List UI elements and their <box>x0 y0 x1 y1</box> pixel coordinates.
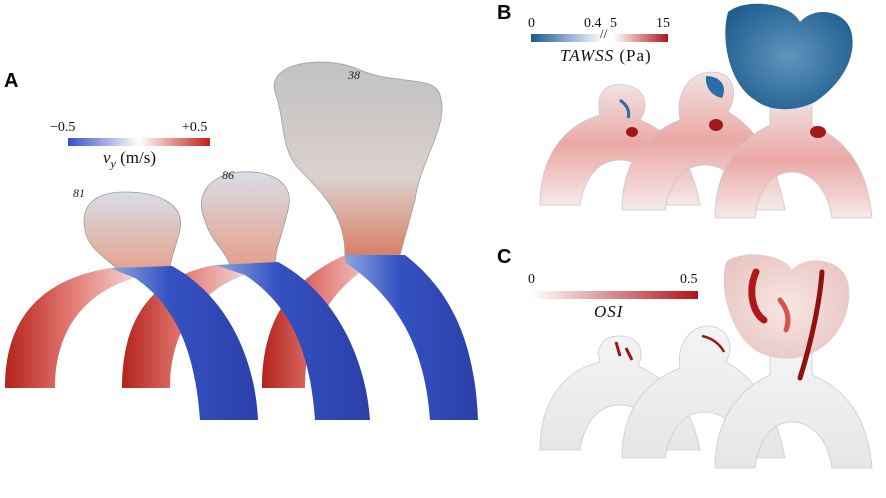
panel-b-label: B <box>497 2 512 24</box>
panel-a-quantity-subscript: y <box>110 156 116 171</box>
case-81-left-limb <box>5 268 135 388</box>
panel-b-colorbar-high <box>614 34 668 42</box>
osi-case-3 <box>714 254 873 469</box>
tawss-case-3-sac <box>725 3 853 110</box>
case-86-sac <box>201 171 290 266</box>
case-38-sac <box>273 61 443 256</box>
case-38-vessel <box>262 61 478 420</box>
panel-b-quantity: TAWSS <box>560 46 615 65</box>
panel-c-colorbar <box>531 291 698 299</box>
case-81-sac <box>83 191 182 273</box>
panel-b-tick-5: 5 <box>610 16 617 31</box>
case-86-right-limb <box>215 262 370 420</box>
panel-a-colorbar-max: +0.5 <box>182 120 208 135</box>
panel-b-colorbar-break: // <box>600 26 608 41</box>
panel-b-unit: (Pa) <box>614 46 652 65</box>
panel-a-colorbar-min: −0.5 <box>50 120 76 135</box>
panel-b-tick-0: 0 <box>528 16 535 31</box>
panel-a-label: A <box>4 70 19 92</box>
panel-c-tick-min: 0 <box>528 272 535 287</box>
panel-c-colorbar-label: OSI <box>594 302 624 321</box>
panel-a-colorbar-label: vy (m/s) <box>103 148 156 171</box>
tawss-case-3 <box>714 3 873 219</box>
panel-b-colorbar-low <box>531 34 603 42</box>
panel-b-tick-15: 15 <box>656 16 670 31</box>
case-81-vessel <box>5 191 258 420</box>
panel-c-label: C <box>497 246 512 268</box>
panel-c-tick-max: 0.5 <box>680 272 698 287</box>
panel-b-colorbar-label: TAWSS (Pa) <box>560 46 652 66</box>
case-38-label: 38 <box>348 68 360 82</box>
panel-b-tick-04: 0.4 <box>584 16 602 31</box>
case-81-label: 81 <box>73 186 85 200</box>
case-81-right-limb <box>110 266 258 420</box>
panel-a-unit: (m/s) <box>115 148 157 167</box>
case-38-right-limb <box>345 255 478 420</box>
case-86-label: 86 <box>222 168 234 182</box>
panel-a-quantity: v <box>103 148 111 167</box>
panel-a-colorbar <box>68 138 210 146</box>
